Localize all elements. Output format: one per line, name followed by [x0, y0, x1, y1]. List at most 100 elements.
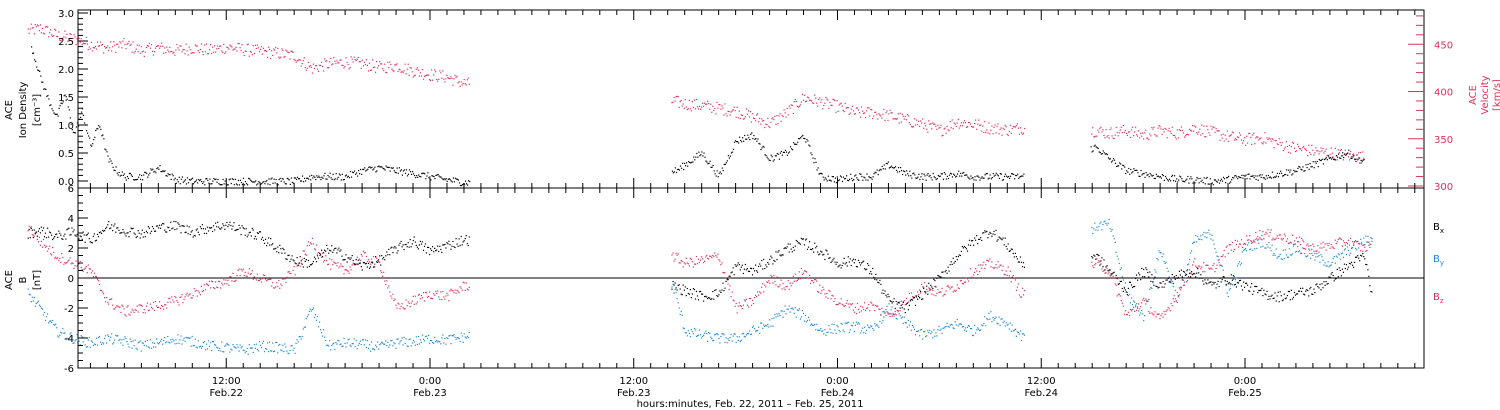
density-series-point: [896, 171, 899, 173]
bx-series-point: [94, 240, 96, 242]
bz-series-point: [192, 295, 194, 297]
bz-series-point: [339, 265, 341, 267]
bz-series-point: [798, 271, 800, 273]
velocity-series-point: [218, 47, 220, 50]
by-series-point: [837, 326, 839, 328]
by-series-point: [240, 347, 242, 349]
density-series-point: [1022, 175, 1024, 177]
by-series-point: [450, 343, 452, 345]
bx-series-point: [299, 256, 301, 258]
by-series-point: [780, 310, 782, 312]
density-series-point: [1166, 179, 1169, 181]
density-series-point: [232, 178, 234, 181]
density-series-point: [1131, 172, 1133, 174]
bx-series-point: [187, 233, 189, 235]
density-series-point: [405, 169, 408, 171]
by-series-point: [1256, 247, 1258, 249]
density-series-point: [1270, 177, 1272, 179]
density-series-point: [1321, 158, 1323, 160]
by-series: [27, 218, 1373, 355]
bz-series-point: [466, 288, 468, 290]
density-series-point: [388, 166, 390, 169]
by-series-point: [1118, 262, 1120, 265]
by-series-point: [1240, 262, 1243, 264]
bx-series-point: [731, 271, 733, 273]
velocity-series-point: [289, 58, 291, 60]
bz-series-point: [408, 302, 410, 304]
bz-series-point: [1178, 287, 1180, 289]
bx-series-point: [222, 223, 224, 225]
bx-series-point: [236, 229, 238, 231]
density-series-point: [299, 180, 302, 182]
bz-series-point: [933, 294, 935, 296]
velocity-series-point: [308, 66, 310, 68]
bz-series-point: [393, 299, 395, 301]
by-series-point: [905, 322, 907, 324]
bx-series-point: [465, 235, 467, 237]
bz-series-point: [924, 282, 926, 284]
by-series-point: [781, 310, 783, 312]
by-series-point: [261, 342, 264, 344]
bz-series-point: [1230, 249, 1232, 251]
by-series-point: [1165, 261, 1167, 263]
by-series-point: [190, 345, 192, 347]
bz-series-point: [181, 294, 183, 296]
bz-series-point: [168, 298, 170, 300]
velocity-series-point: [1283, 148, 1285, 150]
bz-series-point: [837, 304, 839, 306]
velocity-series-point: [1281, 142, 1283, 144]
velocity-series-point: [1097, 129, 1099, 131]
by-series-point: [275, 341, 277, 344]
bz-series-point: [1020, 296, 1023, 298]
bz-series-point: [361, 255, 363, 257]
density-series-point: [326, 178, 328, 180]
density-series-point: [213, 178, 215, 180]
bz-series-point: [229, 276, 231, 278]
bz-series-point: [211, 280, 213, 282]
density-series-point: [961, 175, 963, 177]
velocity-series-point: [270, 57, 272, 60]
by-series-point: [1347, 249, 1350, 252]
bx-series-point: [192, 236, 194, 238]
density-series-point: [295, 178, 298, 180]
bz-series-point: [1121, 302, 1123, 304]
density-series-point: [973, 179, 975, 181]
velocity-series-point: [1216, 130, 1218, 132]
by-series-point: [698, 329, 701, 331]
bz-series-point: [90, 272, 92, 274]
velocity-series-point: [346, 61, 348, 63]
velocity-series-point: [1226, 130, 1228, 132]
velocity-series-point: [432, 79, 434, 81]
density-series-point: [1189, 178, 1191, 180]
density-series-point: [988, 177, 990, 179]
velocity-series-point: [378, 65, 380, 67]
velocity-series-point: [914, 124, 917, 126]
bx-series-point: [149, 232, 151, 234]
bx-series-point: [950, 261, 952, 263]
bz-series-point: [1130, 310, 1133, 312]
velocity-series-point: [773, 119, 775, 121]
density-series-point: [56, 113, 58, 115]
bz-series-point: [326, 260, 328, 262]
bx-series-point: [865, 269, 867, 271]
bx-series-point: [432, 246, 434, 248]
bx-series-point: [40, 226, 42, 228]
by-series-point: [740, 339, 742, 341]
density-tick-label: 1.0: [58, 121, 74, 132]
bz-series-point: [1004, 274, 1006, 276]
bx-series-point: [744, 263, 746, 266]
bz-series-point: [1174, 298, 1176, 300]
by-series-point: [115, 334, 117, 336]
bx-series-point: [786, 246, 788, 248]
velocity-series-point: [892, 118, 894, 120]
density-series-point: [706, 161, 708, 163]
bx-series-point: [256, 232, 258, 234]
by-series-point: [1023, 334, 1026, 336]
bx-series-point: [899, 307, 901, 309]
velocity-series-point: [809, 99, 811, 101]
by-series-point: [1223, 276, 1225, 278]
by-series-point: [872, 327, 874, 330]
velocity-series-point: [984, 121, 986, 123]
velocity-series-point: [792, 112, 794, 115]
bz-series-point: [1000, 264, 1002, 266]
